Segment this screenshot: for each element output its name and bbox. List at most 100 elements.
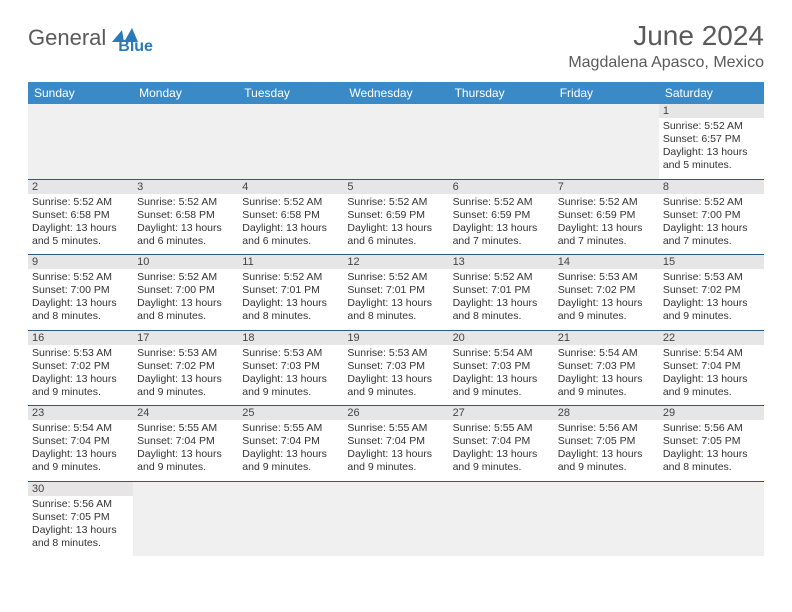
- day-cell-24: 24Sunrise: 5:55 AMSunset: 7:04 PMDayligh…: [133, 406, 238, 482]
- sunrise-line: Sunrise: 5:56 AM: [558, 422, 655, 435]
- day-number: 3: [133, 180, 238, 194]
- sunset-line: Sunset: 7:05 PM: [558, 435, 655, 448]
- sunrise-line: Sunrise: 5:52 AM: [32, 271, 129, 284]
- d1-line: Daylight: 13 hours: [32, 373, 129, 386]
- sunrise-line: Sunrise: 5:52 AM: [453, 271, 550, 284]
- sunset-line: Sunset: 7:04 PM: [347, 435, 444, 448]
- day-number: 29: [659, 406, 764, 420]
- d2-line: and 6 minutes.: [242, 235, 339, 248]
- day-cell-27: 27Sunrise: 5:55 AMSunset: 7:04 PMDayligh…: [449, 406, 554, 482]
- sunrise-line: Sunrise: 5:54 AM: [32, 422, 129, 435]
- sunrise-line: Sunrise: 5:52 AM: [242, 196, 339, 209]
- sunset-line: Sunset: 6:58 PM: [242, 209, 339, 222]
- d1-line: Daylight: 13 hours: [663, 297, 760, 310]
- sunset-line: Sunset: 7:03 PM: [453, 360, 550, 373]
- d1-line: Daylight: 13 hours: [453, 448, 550, 461]
- day-number: 14: [554, 255, 659, 269]
- day-number: 26: [343, 406, 448, 420]
- day-cell-25: 25Sunrise: 5:55 AMSunset: 7:04 PMDayligh…: [238, 406, 343, 482]
- sunset-line: Sunset: 7:02 PM: [663, 284, 760, 297]
- day-number: 12: [343, 255, 448, 269]
- sunset-line: Sunset: 6:59 PM: [347, 209, 444, 222]
- week-row: 23Sunrise: 5:54 AMSunset: 7:04 PMDayligh…: [28, 406, 764, 482]
- d2-line: and 9 minutes.: [453, 386, 550, 399]
- week-row: 30Sunrise: 5:56 AMSunset: 7:05 PMDayligh…: [28, 481, 764, 556]
- week-row: 16Sunrise: 5:53 AMSunset: 7:02 PMDayligh…: [28, 330, 764, 406]
- empty-cell: [554, 481, 659, 556]
- d1-line: Daylight: 13 hours: [453, 373, 550, 386]
- day-cell-10: 10 Sunrise: 5:52 AMSunset: 7:00 PMDayligh…: [133, 255, 238, 331]
- logo-text-general: General: [28, 25, 106, 51]
- sunset-line: Sunset: 7:04 PM: [663, 360, 760, 373]
- d2-line: and 9 minutes.: [137, 386, 234, 399]
- day-number: 17: [133, 331, 238, 345]
- d2-line: and 9 minutes.: [242, 386, 339, 399]
- d1-line: Daylight: 13 hours: [32, 297, 129, 310]
- sunset-line: Sunset: 7:05 PM: [32, 511, 129, 524]
- sunrise-line: Sunrise: 5:52 AM: [453, 196, 550, 209]
- sunset-line: Sunset: 6:59 PM: [453, 209, 550, 222]
- sunset-line: Sunset: 6:57 PM: [663, 133, 760, 146]
- d1-line: Daylight: 13 hours: [663, 146, 760, 159]
- day-cell-28: 28Sunrise: 5:56 AMSunset: 7:05 PMDayligh…: [554, 406, 659, 482]
- day-number: 11: [238, 255, 343, 269]
- day-cell-16: 16Sunrise: 5:53 AMSunset: 7:02 PMDayligh…: [28, 330, 133, 406]
- sunrise-line: Sunrise: 5:52 AM: [347, 271, 444, 284]
- d1-line: Daylight: 13 hours: [558, 448, 655, 461]
- sunrise-line: Sunrise: 5:53 AM: [242, 347, 339, 360]
- empty-cell: [133, 481, 238, 556]
- sunrise-line: Sunrise: 5:55 AM: [347, 422, 444, 435]
- d2-line: and 8 minutes.: [242, 310, 339, 323]
- empty-cell: [554, 104, 659, 179]
- d2-line: and 5 minutes.: [32, 235, 129, 248]
- sunrise-line: Sunrise: 5:53 AM: [558, 271, 655, 284]
- empty-cell: [343, 481, 448, 556]
- sunrise-line: Sunrise: 5:52 AM: [137, 196, 234, 209]
- sunrise-line: Sunrise: 5:52 AM: [663, 196, 760, 209]
- day-number: 25: [238, 406, 343, 420]
- day-cell-5: 5Sunrise: 5:52 AMSunset: 6:59 PMDaylight…: [343, 179, 448, 255]
- d2-line: and 6 minutes.: [137, 235, 234, 248]
- day-header-tuesday: Tuesday: [238, 82, 343, 104]
- d1-line: Daylight: 13 hours: [347, 222, 444, 235]
- day-cell-1: 1Sunrise: 5:52 AMSunset: 6:57 PMDaylight…: [659, 104, 764, 179]
- sunrise-line: Sunrise: 5:54 AM: [453, 347, 550, 360]
- day-cell-21: 21Sunrise: 5:54 AMSunset: 7:03 PMDayligh…: [554, 330, 659, 406]
- sunset-line: Sunset: 7:04 PM: [137, 435, 234, 448]
- d2-line: and 9 minutes.: [347, 386, 444, 399]
- day-cell-19: 19Sunrise: 5:53 AMSunset: 7:03 PMDayligh…: [343, 330, 448, 406]
- d1-line: Daylight: 13 hours: [347, 297, 444, 310]
- sunrise-line: Sunrise: 5:52 AM: [137, 271, 234, 284]
- d1-line: Daylight: 13 hours: [137, 297, 234, 310]
- sunrise-line: Sunrise: 5:52 AM: [242, 271, 339, 284]
- empty-cell: [449, 481, 554, 556]
- d2-line: and 6 minutes.: [347, 235, 444, 248]
- day-number: 21: [554, 331, 659, 345]
- empty-cell: [238, 481, 343, 556]
- day-number: 10: [133, 255, 238, 269]
- day-number: 7: [554, 180, 659, 194]
- d1-line: Daylight: 13 hours: [347, 373, 444, 386]
- d1-line: Daylight: 13 hours: [32, 524, 129, 537]
- sunset-line: Sunset: 7:04 PM: [242, 435, 339, 448]
- sunrise-line: Sunrise: 5:53 AM: [137, 347, 234, 360]
- d1-line: Daylight: 13 hours: [137, 222, 234, 235]
- d2-line: and 9 minutes.: [663, 386, 760, 399]
- d1-line: Daylight: 13 hours: [242, 373, 339, 386]
- sunset-line: Sunset: 7:05 PM: [663, 435, 760, 448]
- day-cell-11: 11Sunrise: 5:52 AMSunset: 7:01 PMDayligh…: [238, 255, 343, 331]
- sunset-line: Sunset: 7:03 PM: [347, 360, 444, 373]
- d1-line: Daylight: 13 hours: [453, 297, 550, 310]
- sunset-line: Sunset: 7:03 PM: [558, 360, 655, 373]
- day-number: 15: [659, 255, 764, 269]
- sunset-line: Sunset: 7:00 PM: [137, 284, 234, 297]
- day-cell-30: 30Sunrise: 5:56 AMSunset: 7:05 PMDayligh…: [28, 481, 133, 556]
- d1-line: Daylight: 13 hours: [663, 373, 760, 386]
- day-header-row: SundayMondayTuesdayWednesdayThursdayFrid…: [28, 82, 764, 104]
- sunrise-line: Sunrise: 5:56 AM: [663, 422, 760, 435]
- day-cell-17: 17Sunrise: 5:53 AMSunset: 7:02 PMDayligh…: [133, 330, 238, 406]
- day-number: 24: [133, 406, 238, 420]
- day-number: 8: [659, 180, 764, 194]
- sunset-line: Sunset: 7:01 PM: [453, 284, 550, 297]
- logo-text-blue: Blue: [118, 38, 153, 56]
